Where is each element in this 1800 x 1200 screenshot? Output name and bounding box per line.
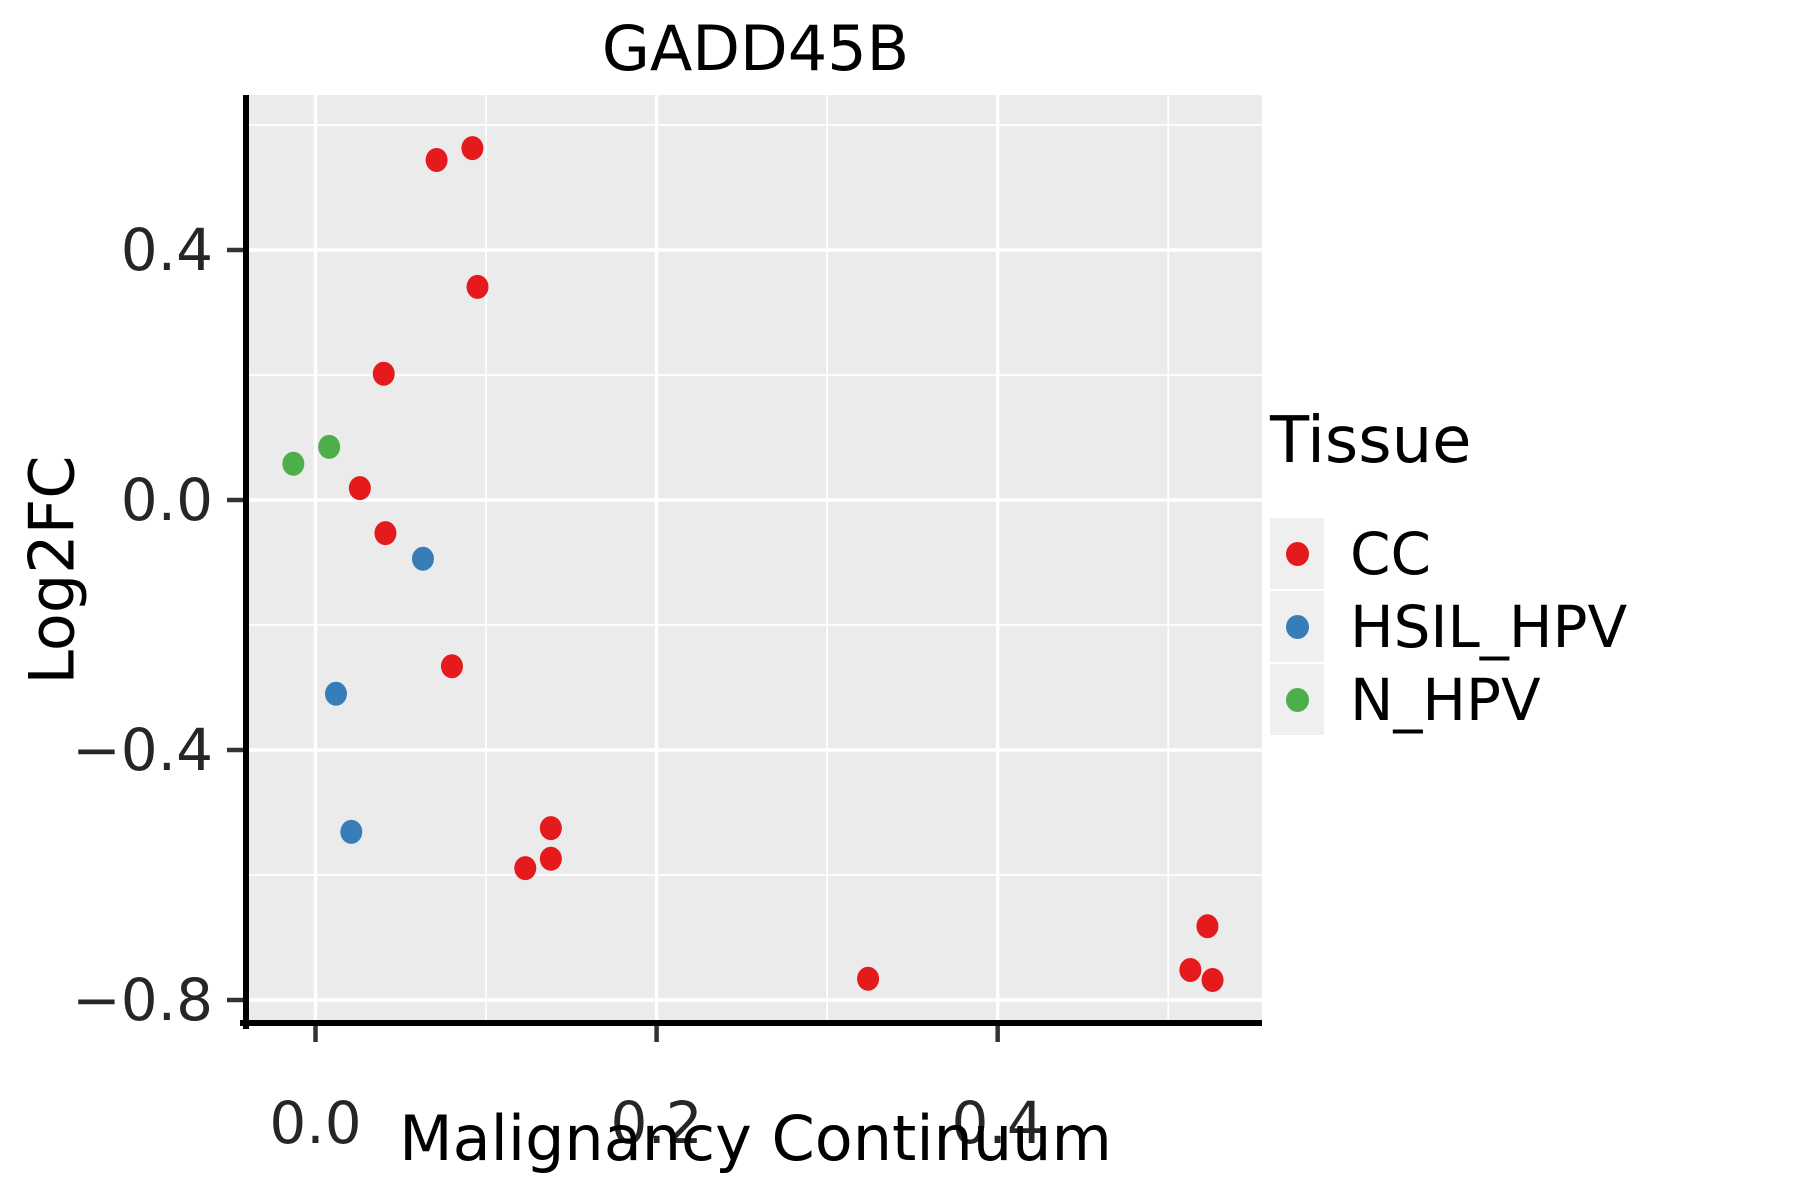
legend-item-N_HPV: N_HPV (1270, 664, 1627, 735)
data-point-HSIL_HPV (411, 546, 434, 571)
data-point-CC (374, 521, 397, 546)
data-point-CC (1201, 968, 1224, 992)
data-point-CC (466, 274, 489, 299)
data-point-N_HPV (318, 434, 341, 459)
y-tick-label: −0.8 (72, 966, 213, 1034)
legend-item-label: HSIL_HPV (1350, 592, 1628, 661)
legend-item-CC: CC (1270, 518, 1627, 589)
data-point-HSIL_HPV (324, 681, 347, 706)
data-point-CC (425, 148, 448, 172)
x-axis-title: Malignancy Continuum (399, 1102, 1112, 1175)
data-point-CC (372, 361, 395, 386)
data-point-CC (1179, 958, 1202, 982)
x-tick-label: 0.0 (269, 1089, 361, 1157)
y-tick-label: 0.4 (121, 216, 213, 284)
legend-item-HSIL_HPV: HSIL_HPV (1270, 591, 1627, 662)
data-point-CC (348, 476, 371, 501)
plot-panel (249, 95, 1262, 1020)
data-point-CC (514, 856, 537, 881)
legend-item-label: N_HPV (1350, 665, 1541, 734)
data-point-HSIL_HPV (340, 819, 363, 844)
legend-items: CC HSIL_HPV N_HPV (1270, 518, 1627, 735)
y-axis-title: Log2FC (15, 455, 89, 685)
chart-title: GADD45B (601, 12, 910, 85)
legend-swatch-dot (1285, 541, 1309, 566)
data-point-CC (539, 846, 562, 871)
legend-item-label: CC (1350, 519, 1431, 588)
data-point-CC (461, 136, 484, 161)
legend-title: Tissue (1270, 404, 1472, 478)
data-point-N_HPV (282, 451, 305, 476)
legend-key (1270, 518, 1324, 589)
legend-key (1270, 664, 1324, 735)
x-tick-label: 0.4 (952, 1089, 1044, 1157)
data-point-CC (857, 966, 880, 991)
y-tick-label: −0.4 (72, 716, 213, 784)
y-tick-label: 0.0 (121, 466, 213, 534)
legend: Tissue CC HSIL_HPV N_HPV (1270, 404, 1627, 737)
legend-key (1270, 591, 1324, 662)
legend-swatch-dot (1285, 614, 1309, 639)
legend-swatch-dot (1285, 687, 1309, 712)
x-tick-label: 0.2 (610, 1089, 702, 1157)
data-point-CC (539, 816, 562, 841)
data-point-CC (440, 654, 463, 679)
data-point-CC (1196, 914, 1219, 939)
